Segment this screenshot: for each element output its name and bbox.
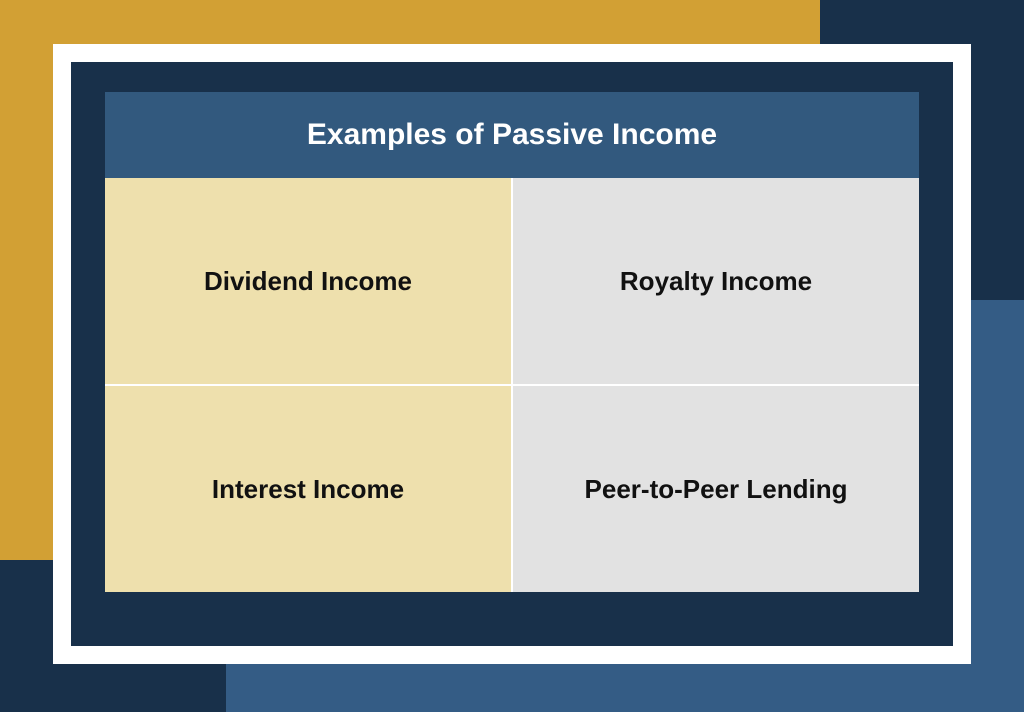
cell-royalty: Royalty Income bbox=[513, 178, 919, 384]
title-bar: Examples of Passive Income bbox=[105, 92, 919, 178]
cell-label: Interest Income bbox=[212, 474, 404, 505]
cell-dividend: Dividend Income bbox=[105, 178, 511, 384]
cell-label: Dividend Income bbox=[204, 266, 412, 297]
content-panel: Examples of Passive Income Dividend Inco… bbox=[105, 92, 919, 592]
cell-interest: Interest Income bbox=[105, 386, 511, 592]
examples-grid: Dividend Income Royalty Income Interest … bbox=[105, 178, 919, 592]
cell-label: Royalty Income bbox=[620, 266, 812, 297]
cell-label: Peer-to-Peer Lending bbox=[585, 474, 848, 505]
title-text: Examples of Passive Income bbox=[307, 118, 717, 152]
infographic-root: Examples of Passive Income Dividend Inco… bbox=[0, 0, 1024, 712]
cell-p2p: Peer-to-Peer Lending bbox=[513, 386, 919, 592]
